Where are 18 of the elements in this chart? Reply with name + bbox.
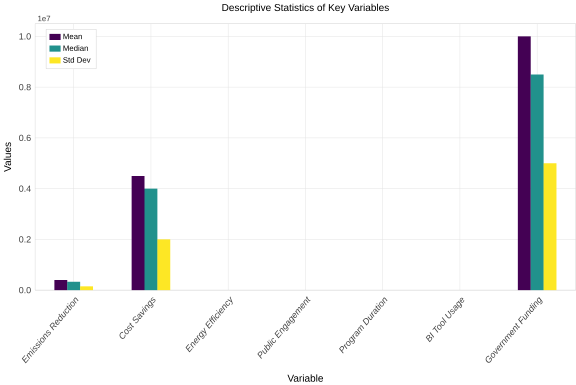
bar xyxy=(144,188,158,290)
bar xyxy=(157,239,170,290)
bar xyxy=(530,74,544,290)
bar xyxy=(54,280,68,290)
y-axis-title: Values xyxy=(4,142,12,172)
bar xyxy=(80,286,94,290)
bar xyxy=(544,163,556,290)
y-tick-label: 0.8 xyxy=(19,84,31,90)
bar xyxy=(518,36,531,290)
chart-title: Descriptive Statistics of Key Variables xyxy=(222,3,389,13)
y-tick-label: 1.0 xyxy=(19,32,31,40)
y-tick-label: 0.4 xyxy=(19,185,31,192)
bar xyxy=(132,176,145,290)
x-axis-title: Variable xyxy=(287,374,324,382)
y-tick-label: 0.2 xyxy=(19,236,31,242)
bar xyxy=(67,282,80,290)
y-tick-label: 0.6 xyxy=(19,134,31,141)
y-tick-label: 0.0 xyxy=(19,286,31,294)
